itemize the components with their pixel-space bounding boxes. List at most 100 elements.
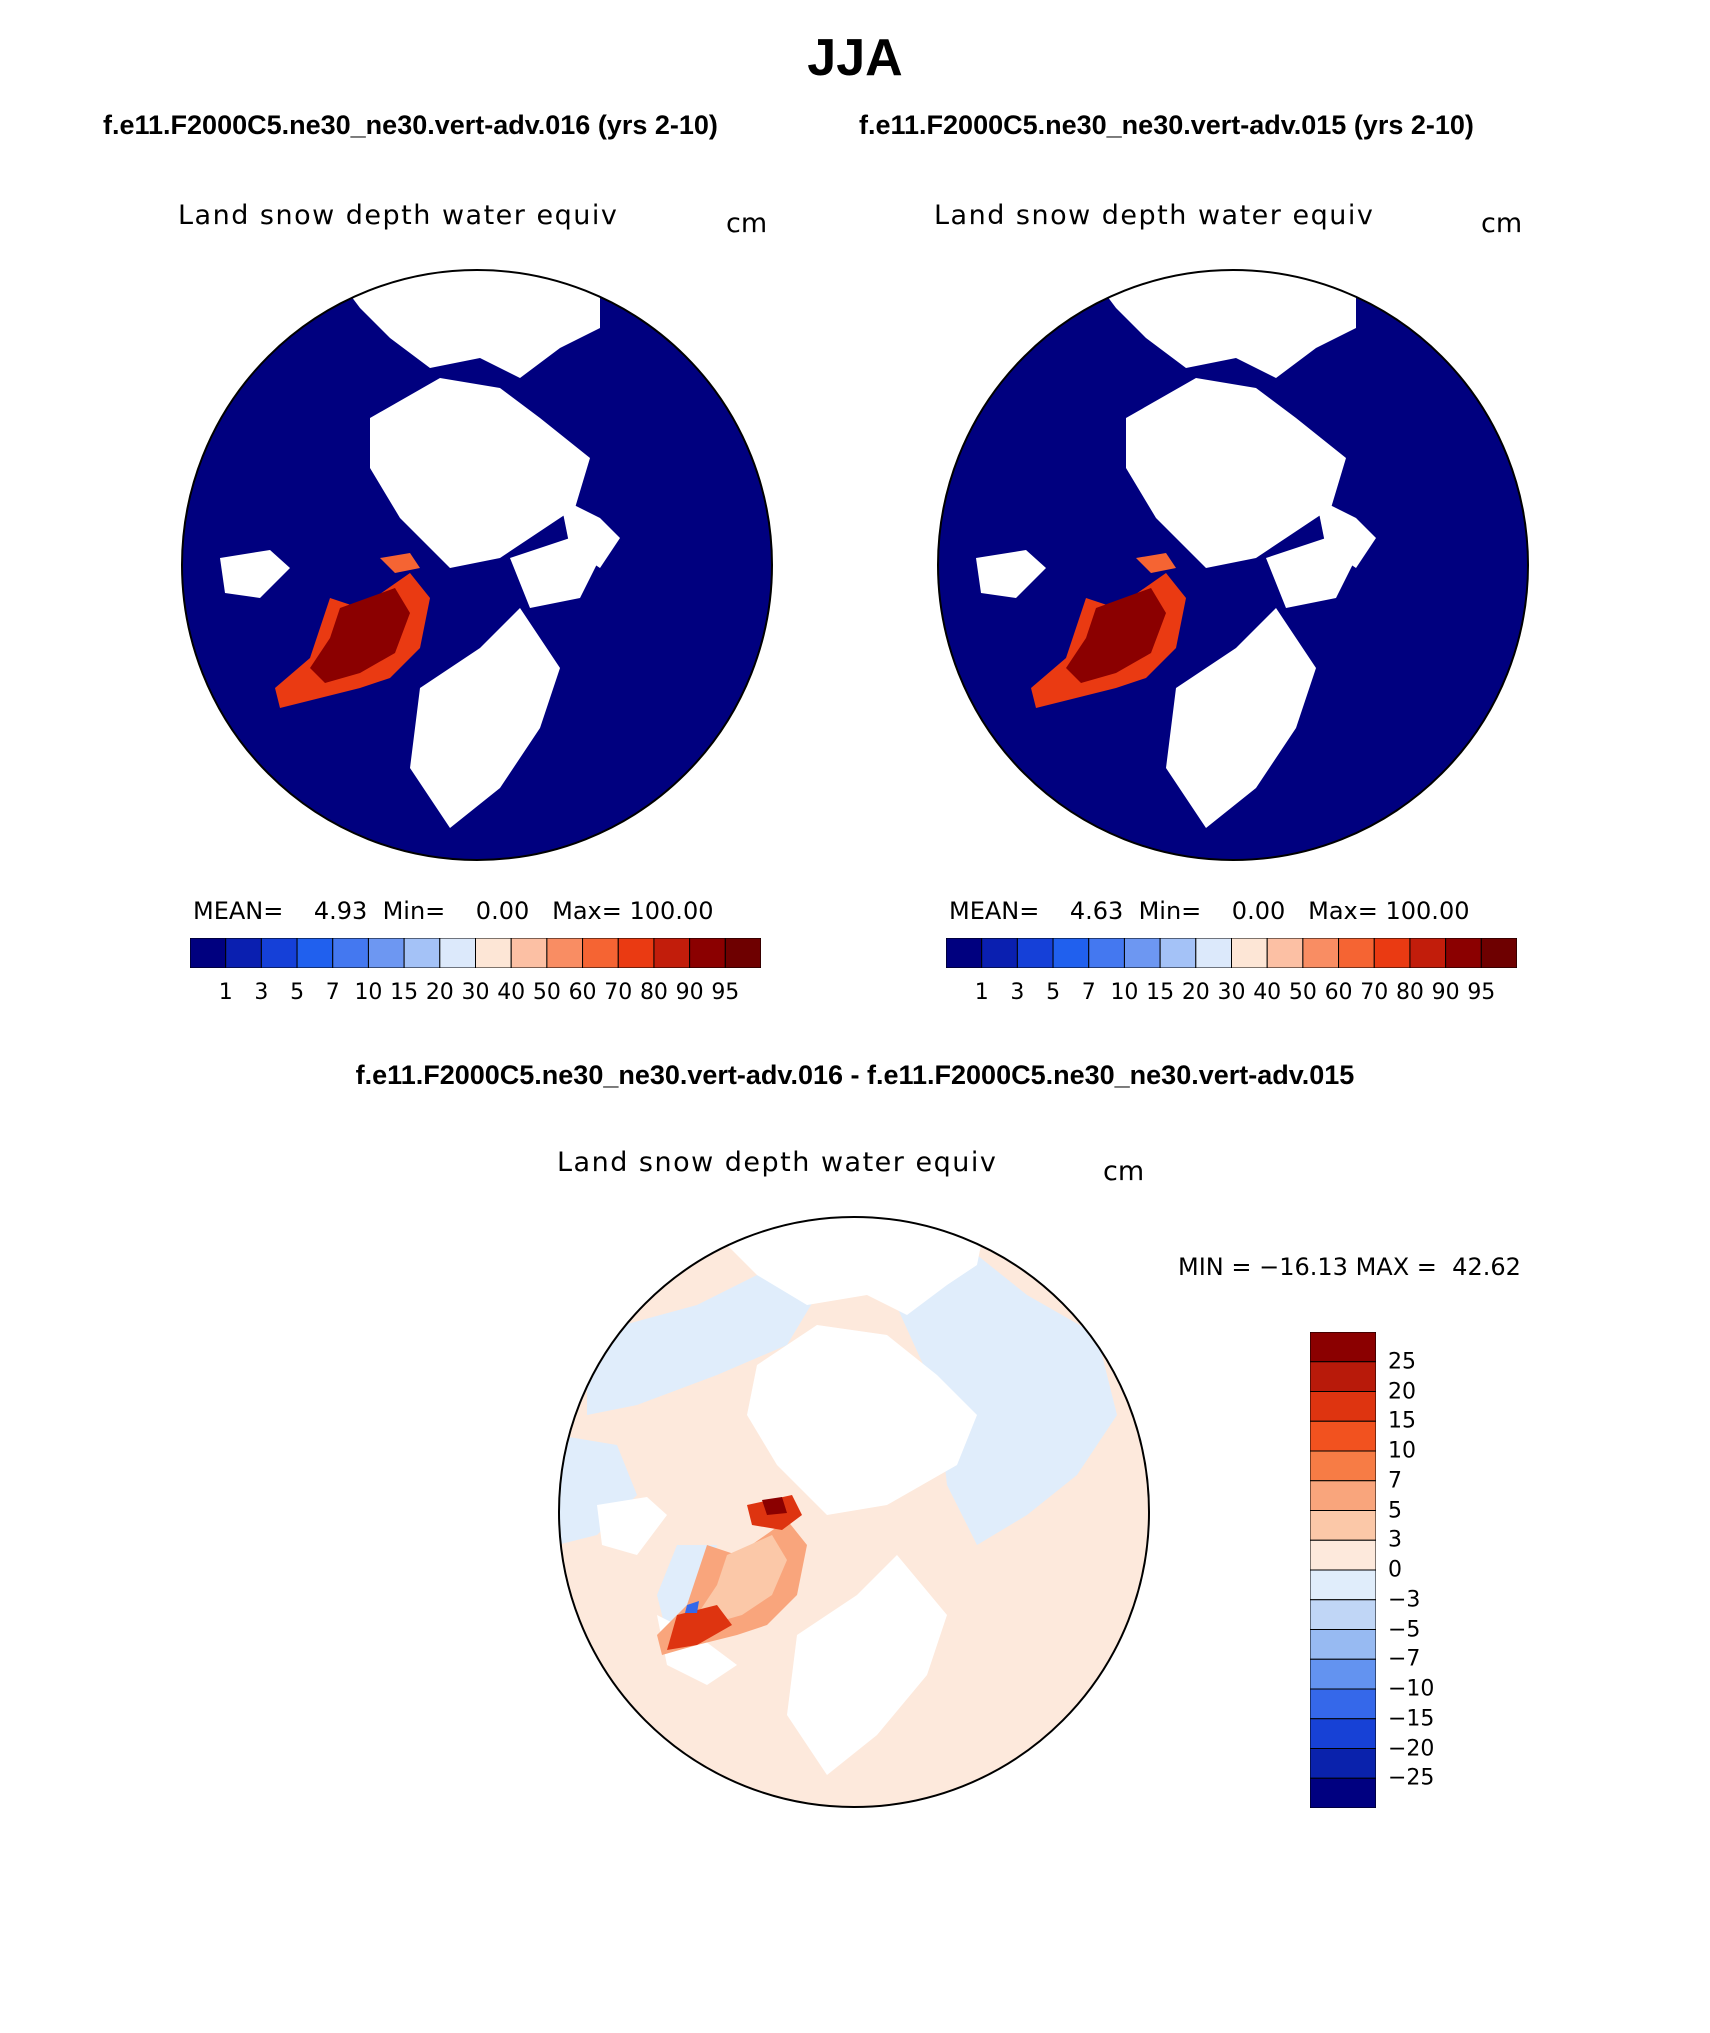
panel-1-colorbar-box <box>225 938 262 968</box>
panel-2-colorbar-ticks: 1 3 5 7 10 15 20 30 40 50 60 70 80 90 95 <box>946 980 1517 1008</box>
difference-colorbar-tick-label: −3 <box>1388 1587 1421 1613</box>
panel-2-min-label: Min= <box>1138 897 1202 925</box>
panel-2-colorbar <box>946 938 1517 968</box>
panel-2-max-value: 100.00 <box>1385 897 1470 925</box>
panel-1-colorbar-box <box>724 938 761 968</box>
difference-colorbar-tick-label: −10 <box>1388 1676 1435 1702</box>
difference-variable-label: Land snow depth water equiv <box>557 1147 998 1178</box>
panel-2-colorbar-tick-label: 80 <box>1395 980 1424 1005</box>
difference-colorbar-box <box>1310 1480 1376 1511</box>
panel-2-min-value: 0.00 <box>1231 897 1286 925</box>
difference-colorbar-box <box>1310 1688 1376 1720</box>
difference-colorbar-tick-label: 10 <box>1388 1438 1416 1464</box>
panel-1-min-value: 0.00 <box>475 897 530 925</box>
difference-colorbar-box <box>1310 1748 1376 1779</box>
difference-stats: MIN = −16.13 MAX = 42.62 <box>1178 1253 1521 1281</box>
difference-title: f.e11.F2000C5.ne30_ne30.vert-adv.016 - f… <box>355 1060 1355 1090</box>
difference-colorbar-box <box>1310 1629 1376 1660</box>
difference-colorbar-box <box>1310 1777 1376 1808</box>
panel-1-colorbar-tick-label: 1 <box>218 980 233 1005</box>
panel-2-colorbar-box <box>1195 938 1232 968</box>
panel-1-max-value: 100.00 <box>629 897 714 925</box>
panel-2-case-title: f.e11.F2000C5.ne30_ne30.vert-adv.015 (yr… <box>859 110 1474 140</box>
panel-2-colorbar-box <box>946 938 983 968</box>
difference-colorbar-box <box>1310 1450 1376 1482</box>
difference-colorbar-tick-label: 25 <box>1388 1349 1416 1375</box>
panel-2-colorbar-tick-label: 90 <box>1431 980 1460 1005</box>
panel-2-colorbar-box <box>1266 938 1304 968</box>
difference-max-value: 42.62 <box>1452 1253 1521 1281</box>
panel-1-colorbar-box <box>439 938 476 968</box>
panel-1-colorbar-tick-label: 30 <box>461 980 490 1005</box>
panel-1-colorbar-ticks: 1 3 5 7 10 15 20 30 40 50 60 70 80 90 95 <box>190 980 761 1008</box>
panel-1-min-label: Min= <box>382 897 446 925</box>
panel-1-arctic-ocean <box>370 378 590 568</box>
panel-1-colorbar-box <box>367 938 405 968</box>
panel-1-colorbar-box <box>260 938 298 968</box>
panel-1-colorbar-tick-label: 60 <box>568 980 597 1005</box>
panel-1-colorbar-tick-label: 15 <box>390 980 419 1005</box>
difference-polar-map <box>558 1216 1150 1808</box>
difference-colorbar-box <box>1310 1361 1376 1392</box>
panel-2-colorbar-tick-label: 60 <box>1324 980 1353 1005</box>
panel-1-colorbar-tick-label: 80 <box>639 980 668 1005</box>
panel-2-colorbar-tick-label: 40 <box>1253 980 1282 1005</box>
panel-2-arctic-ocean <box>1126 378 1346 568</box>
panel-2-colorbar-tick-label: 50 <box>1288 980 1317 1005</box>
panel-2-mean-label: MEAN= <box>949 897 1040 925</box>
difference-colorbar-box <box>1310 1569 1376 1601</box>
panel-2-colorbar-tick-label: 95 <box>1467 980 1496 1005</box>
panel-1-colorbar-box <box>617 938 655 968</box>
panel-1-colorbar-tick-label: 10 <box>354 980 383 1005</box>
difference-arctic-ocean <box>747 1325 977 1515</box>
panel-1-colorbar-box <box>689 938 726 968</box>
panel-1-map-border <box>181 269 773 861</box>
difference-colorbar-tick-label: 20 <box>1388 1379 1416 1404</box>
difference-colorbar-tick-label: 15 <box>1388 1408 1416 1434</box>
panel-2-colorbar-box <box>1480 938 1517 968</box>
panel-2-colorbar-tick-label: 5 <box>1046 980 1061 1005</box>
panel-1-colorbar-tick-label: 7 <box>325 980 340 1005</box>
panel-2-colorbar-tick-label: 70 <box>1360 980 1389 1005</box>
panel-1-colorbar-tick-label: 90 <box>675 980 704 1005</box>
panel-2-colorbar-box <box>1302 938 1340 968</box>
panel-1-colorbar-box <box>190 938 227 968</box>
difference-colorbar-tick-label: −7 <box>1388 1646 1421 1672</box>
panel-1-colorbar-tick-label: 5 <box>290 980 305 1005</box>
difference-colorbar-box <box>1310 1718 1376 1749</box>
panel-1-max-label: Max= <box>552 897 622 925</box>
panel-1-colorbar-box <box>403 938 441 968</box>
panel-2-colorbar-tick-label: 3 <box>1010 980 1025 1005</box>
panel-2-colorbar-box <box>1445 938 1482 968</box>
panel-2-map-border <box>937 269 1529 861</box>
panel-2-units-label: cm <box>1481 208 1523 239</box>
panel-1-units-label: cm <box>726 208 768 239</box>
panel-1-colorbar-box <box>582 938 619 968</box>
panel-1-case-title: f.e11.F2000C5.ne30_ne30.vert-adv.016 (yr… <box>103 110 718 140</box>
panel-2-variable-label: Land snow depth water equiv <box>934 200 1375 231</box>
panel-2-colorbar-box <box>981 938 1018 968</box>
panel-1-colorbar-box <box>653 938 691 968</box>
panel-2-colorbar-tick-label: 30 <box>1217 980 1246 1005</box>
panel-1-mean-label: MEAN= <box>193 897 284 925</box>
panel-2-max-label: Max= <box>1308 897 1378 925</box>
panel-2-mean-value: 4.63 <box>1069 897 1124 925</box>
difference-colorbar-tick-label: 0 <box>1388 1557 1402 1583</box>
panel-1-colorbar-tick-label: 95 <box>711 980 740 1005</box>
difference-colorbar-box <box>1310 1510 1376 1541</box>
panel-2-polar-map <box>937 269 1529 861</box>
panel-1-colorbar-tick-label: 50 <box>532 980 561 1005</box>
difference-colorbar-box <box>1310 1332 1376 1363</box>
panel-1-colorbar-tick-label: 70 <box>604 980 633 1005</box>
panel-2-colorbar-tick-label: 1 <box>974 980 989 1005</box>
difference-colorbar-tick-label: 5 <box>1388 1498 1402 1523</box>
panel-1-colorbar-tick-label: 20 <box>425 980 454 1005</box>
panel-2-colorbar-box <box>1052 938 1090 968</box>
panel-1-colorbar-box <box>546 938 584 968</box>
panel-2-colorbar-tick-label: 7 <box>1081 980 1096 1005</box>
difference-units-label: cm <box>1103 1156 1145 1187</box>
difference-colorbar-box <box>1310 1539 1376 1571</box>
difference-colorbar-box <box>1310 1599 1376 1630</box>
panel-2-colorbar-box <box>1088 938 1125 968</box>
panel-1-stats: MEAN= 4.93 Min= 0.00 Max= 100.00 <box>193 897 713 925</box>
